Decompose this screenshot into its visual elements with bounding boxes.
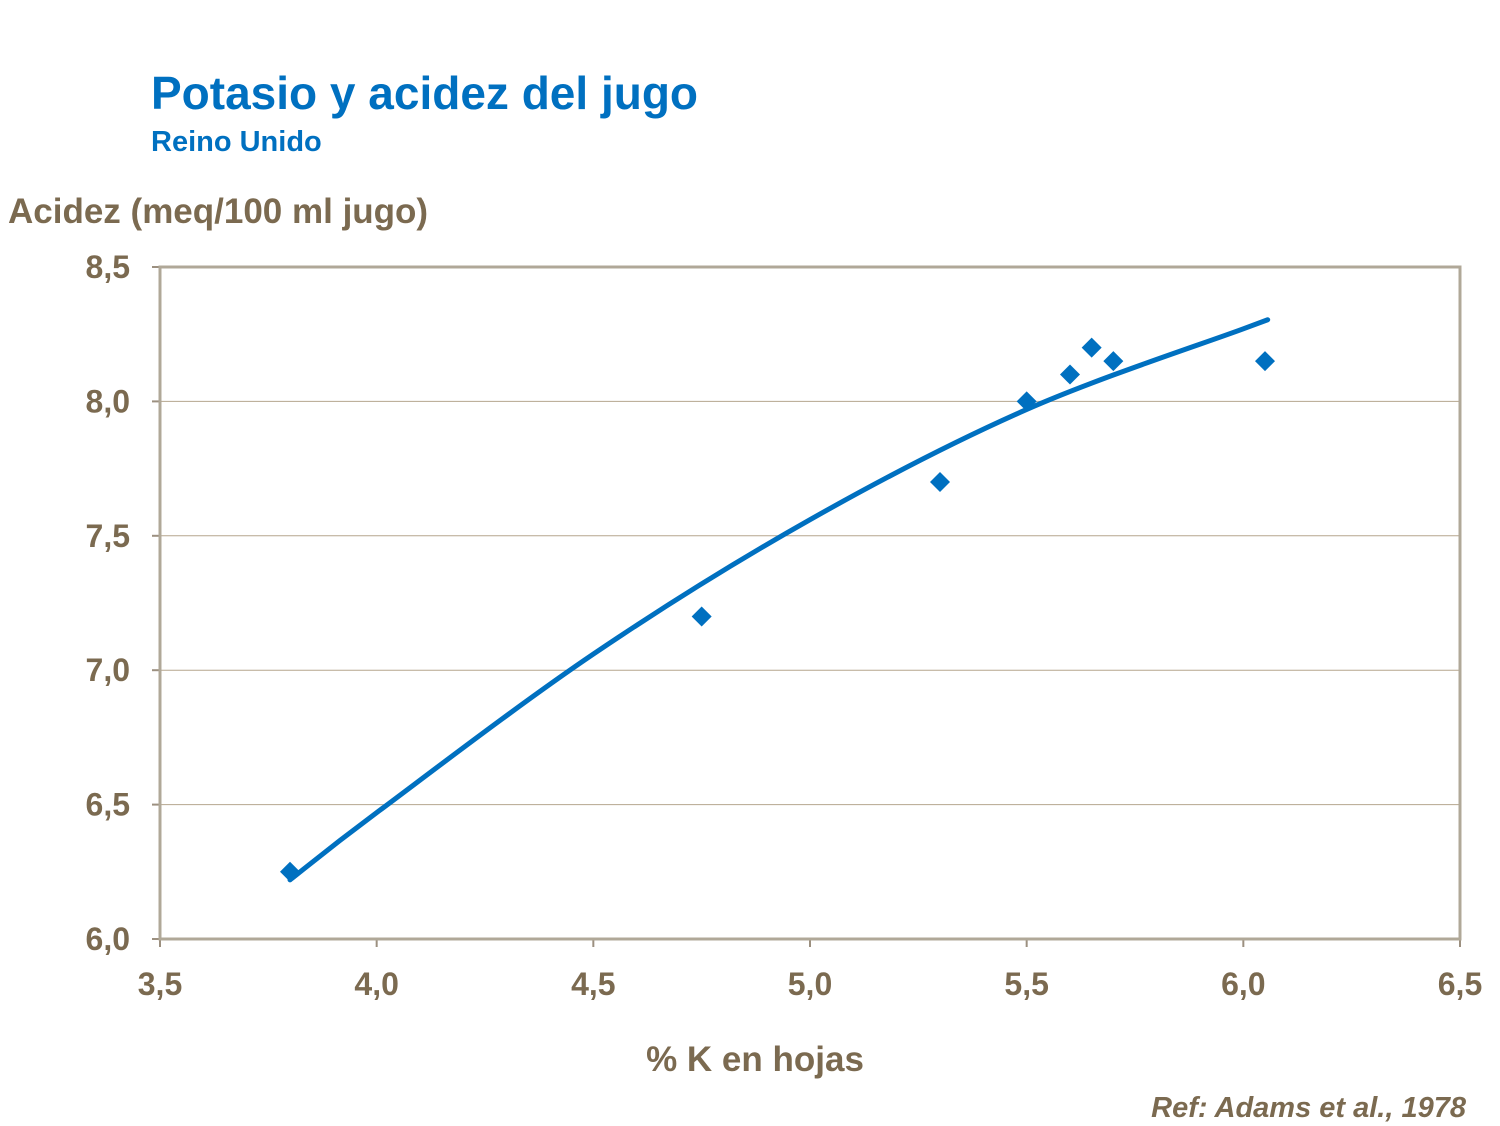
x-tick-label: 6,5: [1438, 966, 1482, 1002]
x-tick-label: 5,0: [788, 966, 832, 1002]
data-point: [1016, 391, 1037, 412]
x-tick-label: 3,5: [138, 966, 182, 1002]
chart-subtitle: Reino Unido: [151, 126, 322, 158]
y-tick-label: 7,5: [86, 518, 130, 554]
y-axis-label: Acidez (meq/100 ml jugo): [8, 192, 429, 231]
plot-frame: [158, 265, 1462, 941]
x-tick-label: 4,0: [354, 966, 398, 1002]
data-point: [280, 861, 300, 882]
data-point: [1255, 351, 1275, 372]
data-point: [691, 606, 712, 627]
y-tick-label: 7,0: [86, 652, 130, 688]
y-tick-label: 8,0: [86, 383, 130, 419]
x-tick-label: 4,5: [571, 966, 615, 1002]
reference-note: Ref: Adams et al., 1978: [1151, 1092, 1466, 1124]
x-tick-label: 5,5: [1004, 966, 1048, 1002]
data-point: [1081, 337, 1102, 358]
x-axis-label: % K en hojas: [646, 1040, 864, 1079]
data-point: [1060, 364, 1080, 385]
x-tick-label: 6,0: [1221, 966, 1265, 1002]
chart-title: Potasio y acidez del jugo: [151, 67, 699, 119]
y-tick-label: 6,0: [86, 921, 130, 957]
y-tick-label: 8,5: [86, 249, 130, 285]
data-point: [930, 472, 950, 493]
trendline: [287, 317, 1271, 883]
y-tick-label: 6,5: [86, 787, 130, 823]
data-point: [1103, 351, 1124, 372]
